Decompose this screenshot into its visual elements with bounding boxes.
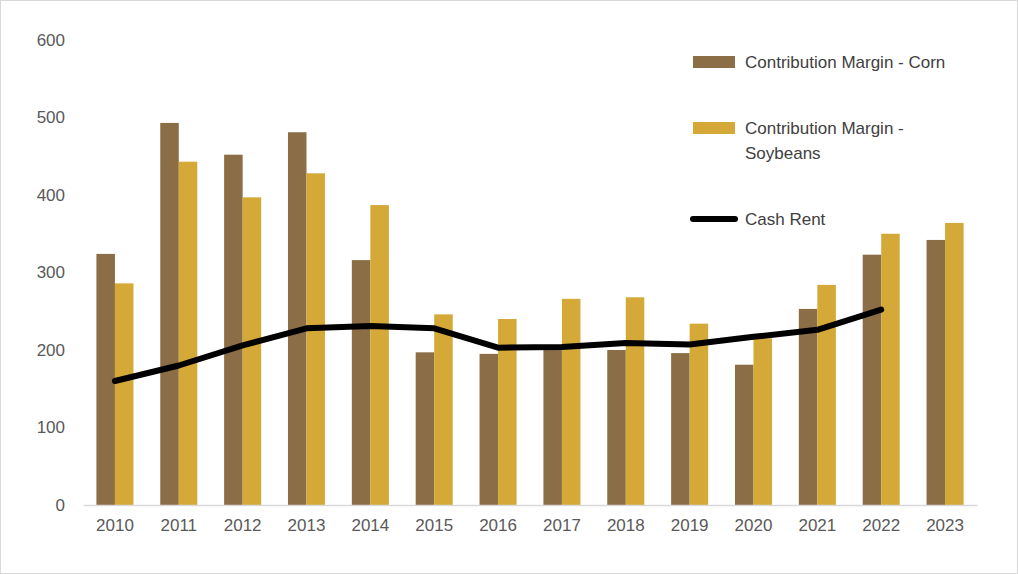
x-tick-label: 2010 [96, 516, 134, 535]
x-tick: 2013 [288, 505, 326, 535]
x-tick-label: 2016 [479, 516, 517, 535]
x-axis: 2010 2011 2012 2013 2014 2015 2016 2017 2018 2019… [84, 505, 978, 535]
bar [671, 353, 690, 505]
legend-item: Contribution Margin -Soybeans [693, 119, 904, 164]
bar [881, 234, 900, 505]
legend-label: Contribution Margin - Corn [745, 53, 945, 72]
x-tick: 2018 [607, 505, 645, 535]
x-tick-label: 2019 [671, 516, 709, 535]
x-tick-label: 2011 [161, 516, 198, 535]
bar [434, 314, 453, 505]
bar [224, 155, 243, 505]
y-tick: 500 [37, 108, 83, 127]
x-tick-label: 2023 [926, 516, 964, 535]
legend: Contribution Margin - Corn Contribution M… [693, 53, 945, 229]
bar [607, 350, 626, 505]
x-tick: 2011 [161, 505, 198, 535]
bar [416, 352, 435, 505]
x-tick-label: 2013 [288, 516, 326, 535]
x-tick: 2016 [479, 505, 517, 535]
plot: 0100200300400500600201020112012201320142… [37, 31, 978, 535]
bar [690, 324, 709, 505]
legend-swatch [693, 122, 735, 134]
y-tick-label: 100 [37, 418, 65, 437]
bar [927, 240, 946, 505]
legend-swatch [693, 216, 735, 222]
bar [817, 285, 836, 505]
x-tick-label: 2021 [798, 516, 836, 535]
y-tick: 400 [37, 186, 83, 205]
bar [945, 223, 964, 505]
bar-series [115, 162, 964, 505]
y-tick-label: 400 [37, 186, 65, 205]
x-tick-label: 2014 [351, 516, 389, 535]
bar [160, 123, 179, 505]
y-axis-line [83, 41, 84, 506]
x-tick: 2022 [862, 505, 900, 535]
bar [799, 309, 818, 505]
y-tick-label: 200 [37, 341, 65, 360]
y-tick: 0 [56, 496, 83, 515]
x-tick-label: 2022 [862, 516, 900, 535]
chart-frame [1, 1, 1018, 574]
bar-series [96, 123, 945, 505]
y-tick-label: 500 [37, 108, 65, 127]
y-tick: 300 [37, 263, 83, 282]
x-tick: 2010 [96, 505, 134, 535]
legend-label: Contribution Margin -Soybeans [745, 119, 904, 164]
y-tick-label: 0 [56, 496, 65, 515]
y-tick-label: 600 [37, 31, 65, 50]
bar [288, 132, 307, 505]
x-tick: 2023 [926, 505, 964, 535]
x-tick-label: 2017 [543, 516, 581, 535]
x-tick-label: 2018 [607, 516, 645, 535]
x-tick: 2021 [798, 505, 836, 535]
y-axis: 0 100 200 300 400 500 600 [37, 31, 84, 515]
bar [115, 283, 134, 505]
legend-item: Contribution Margin - Corn [693, 53, 945, 72]
legend-swatch [693, 56, 735, 68]
bar [754, 338, 773, 505]
y-tick-label: 300 [37, 263, 65, 282]
x-axis-line [84, 505, 978, 507]
bar [480, 354, 499, 505]
x-tick-label: 2012 [224, 516, 262, 535]
x-tick: 2017 [543, 505, 581, 535]
x-tick: 2020 [735, 505, 773, 535]
bar [179, 162, 198, 505]
line [115, 310, 881, 381]
x-tick: 2019 [671, 505, 709, 535]
legend-label: Cash Rent [745, 210, 826, 229]
bar [352, 260, 371, 505]
bar [863, 255, 882, 505]
bar [543, 348, 562, 505]
bar [243, 197, 262, 505]
x-tick: 2014 [351, 505, 389, 535]
x-tick-label: 2020 [735, 516, 773, 535]
y-tick: 200 [37, 341, 83, 360]
chart: 0100200300400500600201020112012201320142… [0, 0, 1018, 574]
x-tick: 2012 [224, 505, 262, 535]
bar [735, 365, 754, 505]
legend-item: Cash Rent [693, 210, 826, 229]
bar [307, 173, 326, 505]
bar [370, 205, 389, 505]
x-tick-label: 2015 [415, 516, 453, 535]
y-tick: 100 [37, 418, 83, 437]
bar [626, 297, 645, 505]
x-tick: 2015 [415, 505, 453, 535]
y-tick: 600 [37, 31, 83, 50]
marks [96, 123, 963, 505]
bar [96, 254, 115, 505]
bar [562, 299, 581, 505]
